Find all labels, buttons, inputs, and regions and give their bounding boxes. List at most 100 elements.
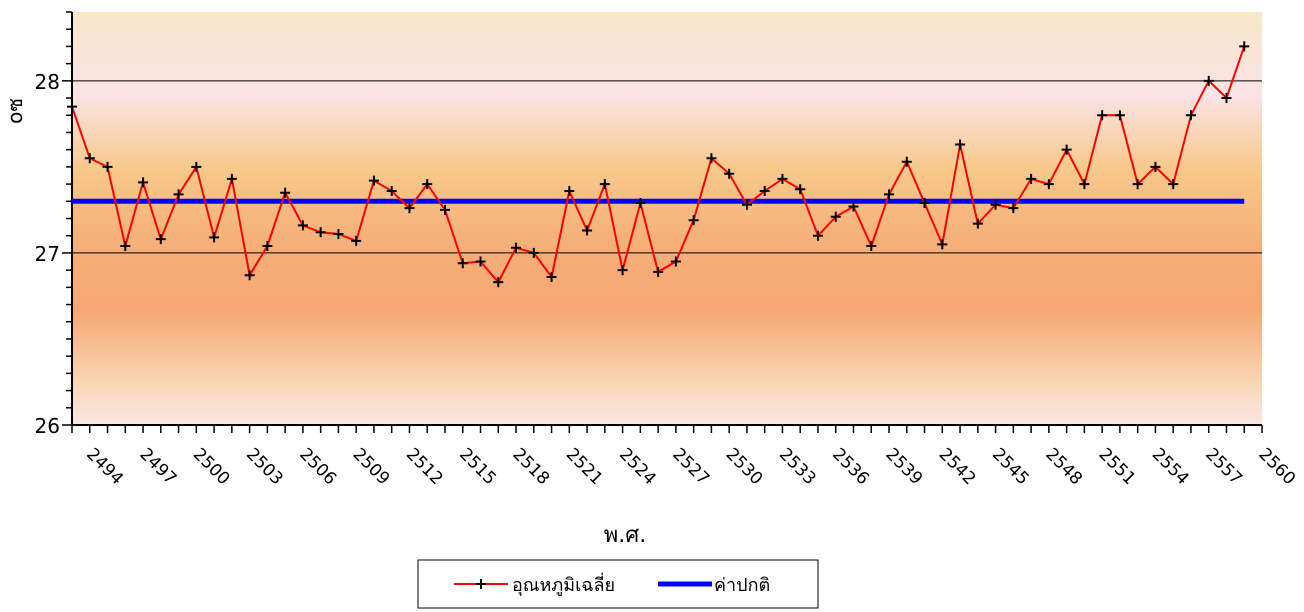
data-point-marker [848, 201, 859, 212]
data-point-marker [653, 266, 664, 277]
y-tick-label: 26 [35, 414, 60, 438]
x-tick-label: 2509 [349, 444, 394, 489]
data-point-marker [546, 272, 557, 283]
x-tick-label: 2545 [988, 444, 1033, 489]
data-point-marker [493, 277, 504, 288]
data-point-marker [209, 232, 220, 243]
x-tick-label: 2542 [935, 444, 980, 489]
data-point-marker [1150, 161, 1161, 172]
y-tick-label: 27 [35, 242, 60, 266]
x-tick-label: 2539 [881, 444, 926, 489]
data-point-marker [191, 161, 202, 172]
data-point-marker [1114, 110, 1125, 121]
data-point-marker [919, 198, 930, 209]
data-point-marker [475, 256, 486, 267]
data-point-marker [990, 199, 1001, 210]
data-point-marker [528, 247, 539, 258]
x-tick-label: 2518 [508, 444, 553, 489]
data-point-marker [1203, 75, 1214, 86]
data-point-marker [138, 177, 149, 188]
data-point-marker [297, 220, 308, 231]
x-tick-label: 2557 [1201, 444, 1246, 489]
data-point-marker [901, 156, 912, 167]
data-point-marker [173, 189, 184, 200]
data-point-marker [795, 184, 806, 195]
plot-area [72, 12, 1262, 425]
x-tick-label: 2551 [1095, 444, 1140, 489]
data-point-marker [830, 211, 841, 222]
data-point-marker [120, 241, 131, 252]
data-point-marker [511, 242, 522, 253]
x-tick-label: 2524 [615, 444, 660, 489]
data-point-marker [759, 185, 770, 196]
y-tick-label: 28 [35, 70, 60, 94]
data-point-marker [972, 218, 983, 229]
legend-label-series-1: อุณหภูมิเฉลี่ย [512, 572, 615, 596]
data-point-marker [1185, 110, 1196, 121]
legend-label-series-2: ค่าปกติ [714, 575, 770, 596]
x-tick-labels: 2494 2497 2500 2503 2506 2509 2512 2515 2518 2521… [82, 444, 1299, 489]
data-point-marker [937, 239, 948, 250]
data-point-marker [884, 189, 895, 200]
data-point-marker [368, 175, 379, 186]
x-tick-label: 2548 [1041, 444, 1086, 489]
x-tick-label: 2527 [668, 444, 713, 489]
data-point-marker [617, 265, 628, 276]
axes [62, 11, 1263, 433]
x-tick-label: 2536 [828, 444, 873, 489]
data-point-marker [262, 241, 273, 252]
legend: อุณหภูมิเฉลี่ย ค่าปกติ [417, 559, 819, 609]
x-tick-label: 2515 [455, 444, 500, 489]
data-point-marker [155, 234, 166, 245]
y-axis-label: oซ [3, 98, 27, 124]
gridlines [72, 80, 1262, 254]
data-point-marker [1061, 144, 1072, 155]
x-tick-label: 2512 [402, 444, 447, 489]
data-point-marker [670, 256, 681, 267]
data-point-marker [351, 235, 362, 246]
series-group [67, 41, 1250, 288]
x-tick-label: 2503 [242, 444, 287, 489]
data-point-marker [422, 179, 433, 190]
data-point-marker [866, 241, 877, 252]
data-point-marker [1221, 93, 1232, 104]
data-point-marker [635, 198, 646, 209]
data-point-marker [812, 230, 823, 241]
x-tick-label: 2506 [295, 444, 340, 489]
data-point-marker [67, 101, 77, 112]
data-point-marker [226, 173, 237, 184]
data-point-marker [724, 168, 735, 179]
data-point-marker [582, 225, 593, 236]
data-point-marker [1132, 179, 1143, 190]
data-point-marker [1043, 179, 1054, 190]
x-axis-label: พ.ศ. [604, 523, 646, 548]
data-point-marker [386, 185, 397, 196]
data-point-marker [1026, 173, 1037, 184]
x-tick-label: 2533 [775, 444, 820, 489]
x-tick-label: 2500 [189, 444, 234, 489]
data-point-marker [315, 227, 326, 238]
x-tick-label: 2497 [136, 444, 181, 489]
x-tick-label: 2494 [82, 444, 127, 489]
data-point-marker [280, 187, 291, 198]
data-point-marker [1168, 179, 1179, 190]
data-point-marker [1008, 203, 1019, 214]
data-point-marker [1239, 41, 1250, 52]
data-point-marker [706, 153, 717, 164]
x-tick-label: 2560 [1254, 444, 1299, 489]
x-tick-label: 2530 [722, 444, 767, 489]
data-point-marker [84, 153, 95, 164]
data-point-marker [599, 179, 610, 190]
x-tick-label: 2521 [562, 444, 607, 489]
data-point-marker [955, 139, 966, 150]
data-point-marker [741, 199, 752, 210]
data-point-marker [457, 258, 468, 269]
y-tick-labels: 26 27 28 [35, 70, 60, 438]
data-point-marker [1097, 110, 1108, 121]
data-point-marker [1079, 179, 1090, 190]
data-point-marker [564, 185, 575, 196]
data-point-marker [404, 203, 415, 214]
data-point-marker [244, 270, 255, 281]
data-point-marker [688, 215, 699, 226]
